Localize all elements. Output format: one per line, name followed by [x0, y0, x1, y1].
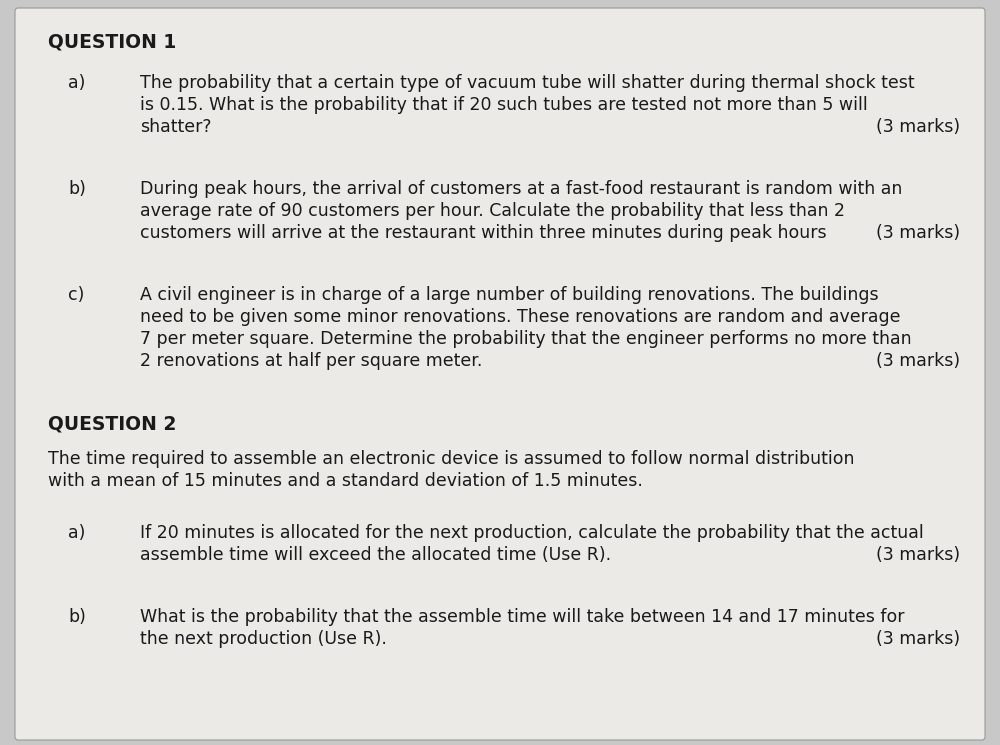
Text: During peak hours, the arrival of customers at a fast-food restaurant is random : During peak hours, the arrival of custom…: [140, 180, 902, 198]
Text: average rate of 90 customers per hour. Calculate the probability that less than : average rate of 90 customers per hour. C…: [140, 202, 845, 220]
Text: A civil engineer is in charge of a large number of building renovations. The bui: A civil engineer is in charge of a large…: [140, 286, 879, 304]
Text: What is the probability that the assemble time will take between 14 and 17 minut: What is the probability that the assembl…: [140, 608, 904, 626]
Text: shatter?: shatter?: [140, 118, 212, 136]
FancyBboxPatch shape: [15, 8, 985, 740]
Text: c): c): [68, 286, 84, 304]
Text: a): a): [68, 524, 85, 542]
Text: QUESTION 2: QUESTION 2: [48, 414, 176, 433]
Text: QUESTION 1: QUESTION 1: [48, 32, 176, 51]
Text: (3 marks): (3 marks): [876, 352, 960, 370]
Text: The time required to assemble an electronic device is assumed to follow normal d: The time required to assemble an electro…: [48, 450, 854, 468]
Text: with a mean of 15 minutes and a standard deviation of 1.5 minutes.: with a mean of 15 minutes and a standard…: [48, 472, 643, 490]
Text: is 0.15. What is the probability that if 20 such tubes are tested not more than : is 0.15. What is the probability that if…: [140, 96, 868, 114]
Text: a): a): [68, 74, 85, 92]
Text: assemble time will exceed the allocated time (Use R).: assemble time will exceed the allocated …: [140, 546, 611, 564]
Text: customers will arrive at the restaurant within three minutes during peak hours: customers will arrive at the restaurant …: [140, 224, 827, 242]
Text: b): b): [68, 608, 86, 626]
Text: 7 per meter square. Determine the probability that the engineer performs no more: 7 per meter square. Determine the probab…: [140, 330, 912, 348]
Text: b): b): [68, 180, 86, 198]
Text: need to be given some minor renovations. These renovations are random and averag: need to be given some minor renovations.…: [140, 308, 900, 326]
Text: the next production (Use R).: the next production (Use R).: [140, 630, 387, 648]
Text: (3 marks): (3 marks): [876, 630, 960, 648]
Text: (3 marks): (3 marks): [876, 224, 960, 242]
Text: (3 marks): (3 marks): [876, 118, 960, 136]
Text: 2 renovations at half per square meter.: 2 renovations at half per square meter.: [140, 352, 482, 370]
Text: The probability that a certain type of vacuum tube will shatter during thermal s: The probability that a certain type of v…: [140, 74, 915, 92]
Text: If 20 minutes is allocated for the next production, calculate the probability th: If 20 minutes is allocated for the next …: [140, 524, 924, 542]
Text: (3 marks): (3 marks): [876, 546, 960, 564]
